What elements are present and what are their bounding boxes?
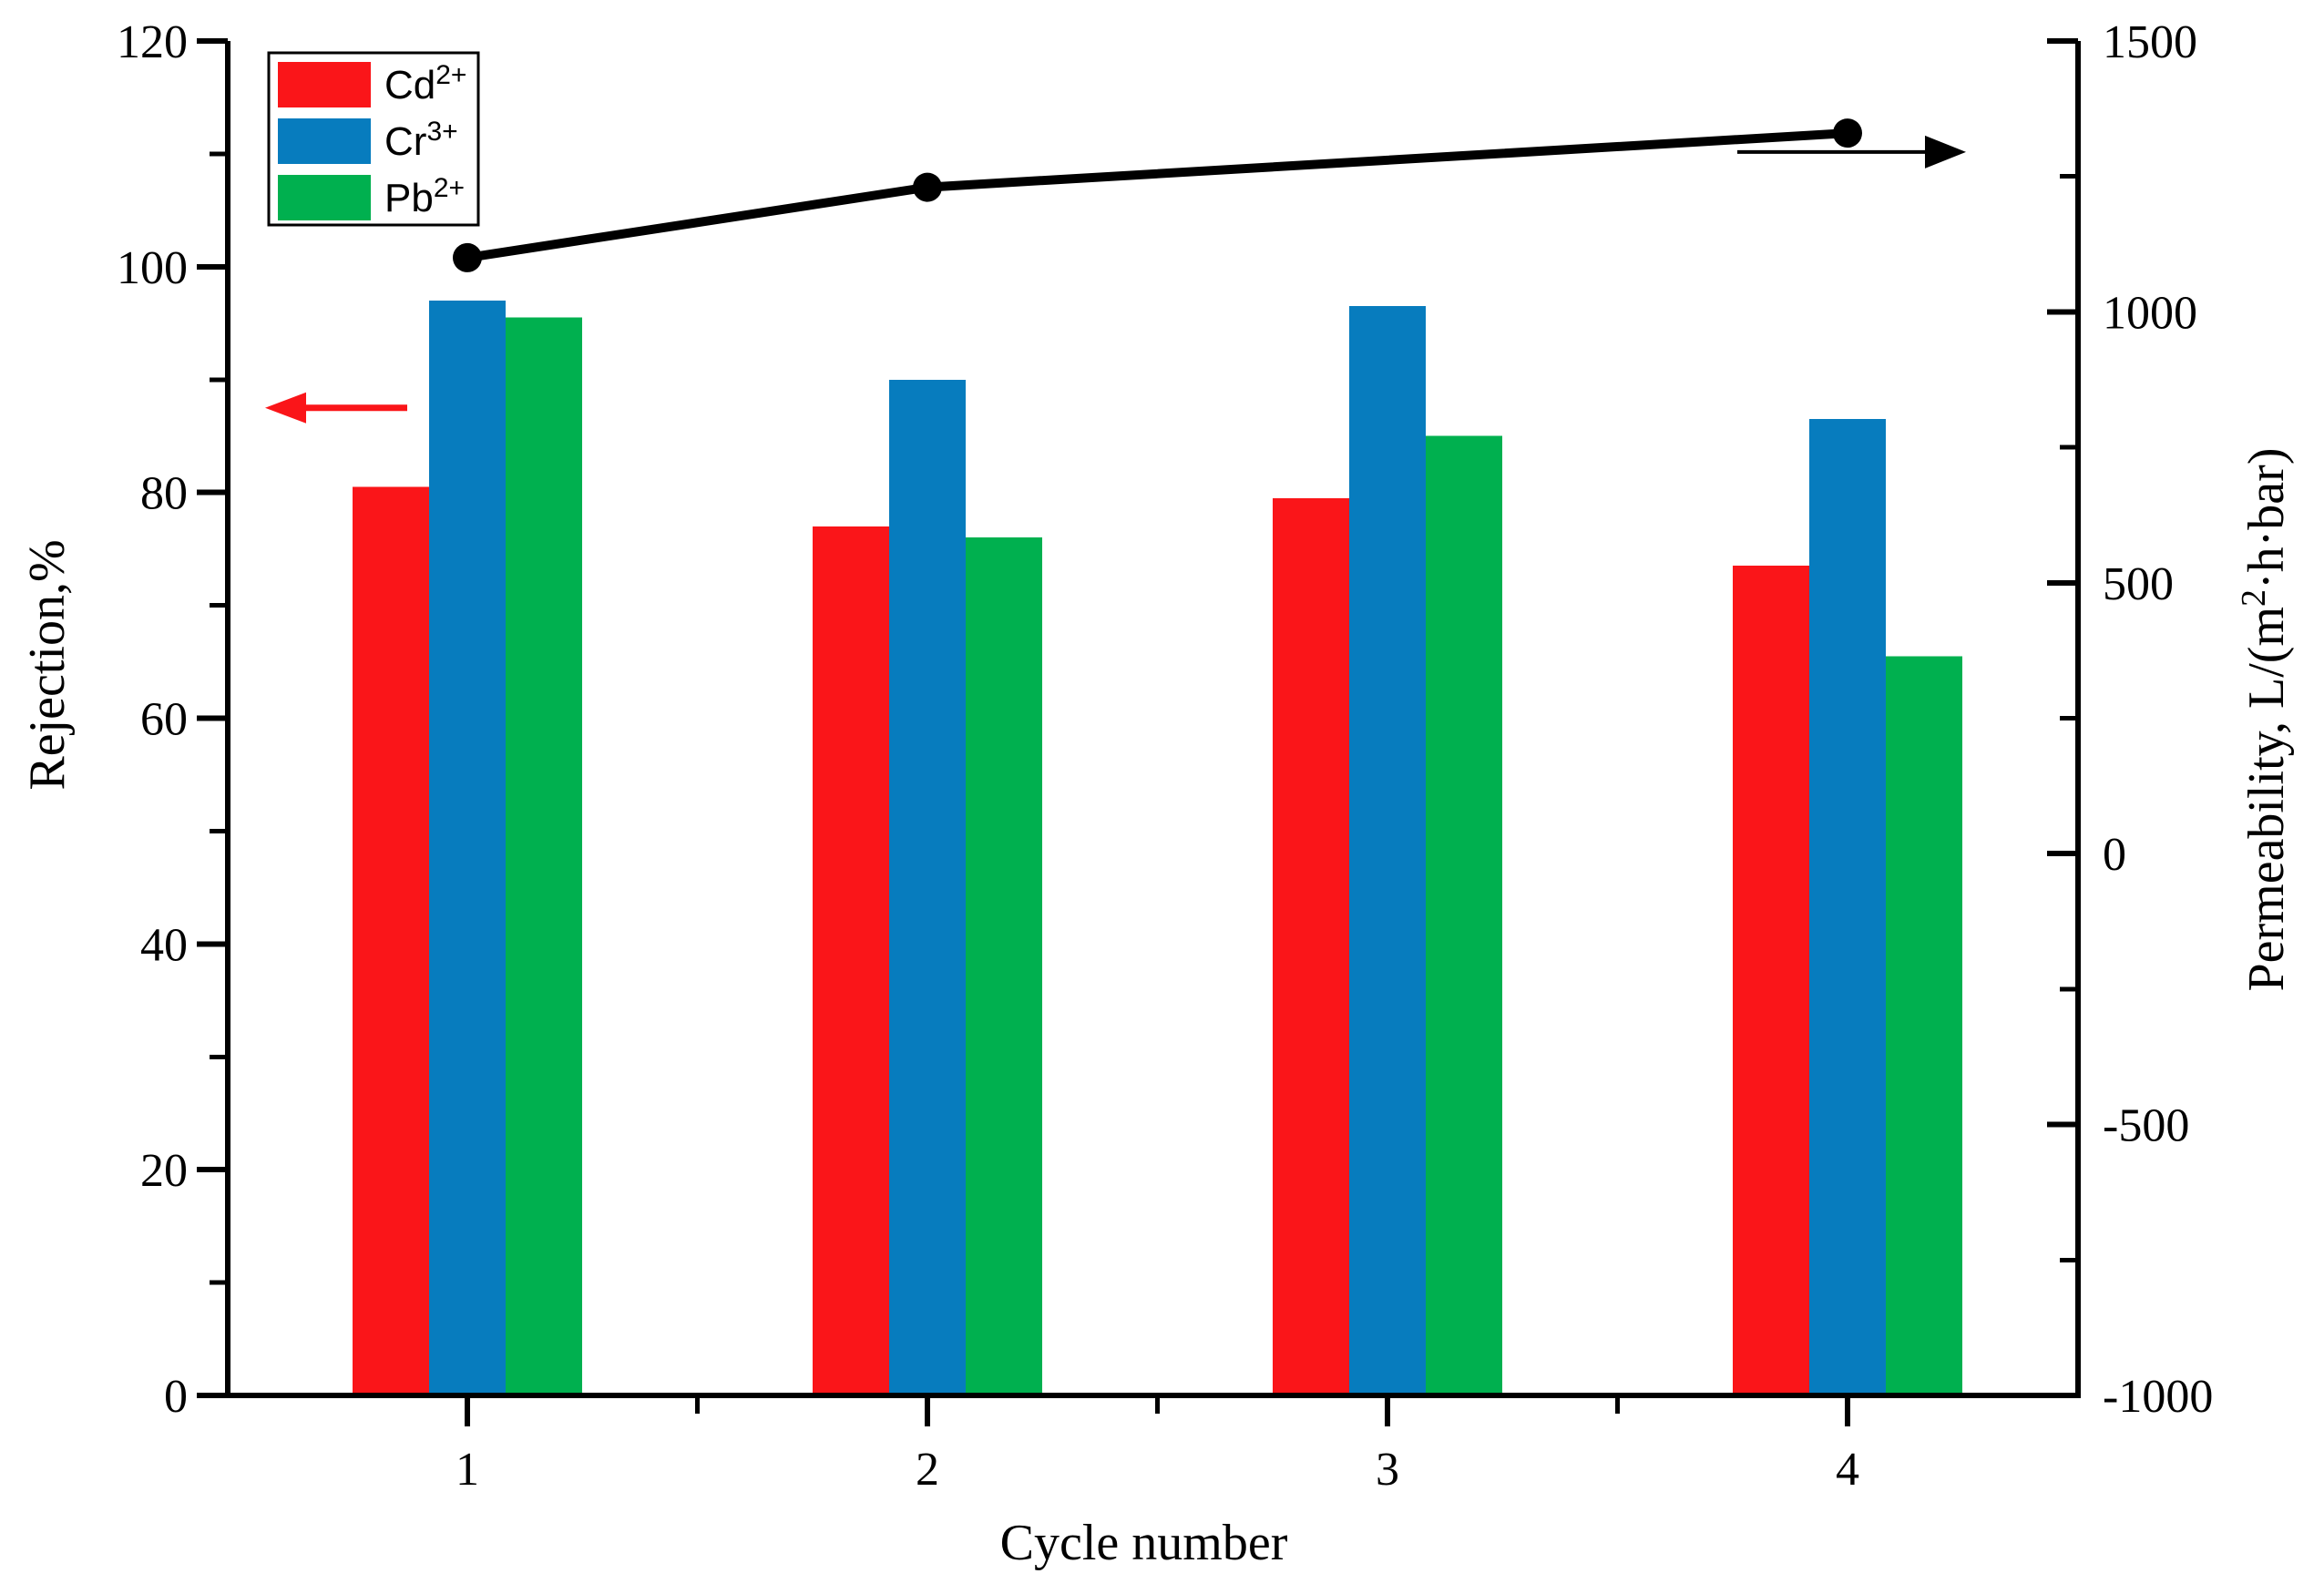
red-arrow-head — [265, 392, 306, 424]
x-tick-label-4: 4 — [1836, 1444, 1859, 1496]
right-axis-title: Permeability, L/(m2·h·bar) — [2235, 448, 2295, 992]
bars-group — [353, 301, 1962, 1396]
permeability-marker-3 — [1833, 118, 1862, 148]
bar-Cr3+-cycle1 — [429, 301, 506, 1396]
bar-Cd2+-cycle3 — [1273, 497, 1349, 1395]
left-tick-label-120: 120 — [117, 16, 188, 68]
bar-Cd2+-cycle2 — [813, 526, 889, 1395]
left-tick-label-40: 40 — [140, 919, 188, 971]
left-tick-label-80: 80 — [140, 468, 188, 520]
right-tick-label-500: 500 — [2103, 558, 2174, 610]
left-tick-label-60: 60 — [140, 694, 188, 746]
bar-Pb2+-cycle1 — [506, 317, 582, 1395]
legend: Cd2+ Cr3+ Pb2+ — [267, 51, 480, 227]
tick-labels-group: 0 20 40 60 80 100 120 -1000 -500 0 500 1000 1500 1 2 3 4 — [117, 16, 2213, 1496]
legend-swatch-Pb2+ — [278, 175, 371, 220]
bar-Pb2+-cycle2 — [966, 537, 1042, 1395]
left-axis-title: Rejection,% — [19, 539, 76, 790]
x-tick-label-2: 2 — [916, 1444, 939, 1496]
left-axis-indicator-arrow — [265, 392, 407, 424]
legend-label-Cd2+: Cd2+ — [384, 60, 466, 107]
left-tick-label-20: 20 — [140, 1145, 188, 1197]
legend-label-Cr3+: Cr3+ — [384, 117, 458, 164]
right-tick-label-1500: 1500 — [2103, 16, 2197, 68]
bar-Cd2+-cycle1 — [353, 486, 429, 1395]
bar-Cr3+-cycle2 — [889, 379, 966, 1395]
permeability-marker-2 — [913, 172, 942, 202]
left-tick-label-100: 100 — [117, 242, 188, 294]
x-tick-label-3: 3 — [1376, 1444, 1399, 1496]
permeability-line-group — [453, 118, 1862, 272]
bar-Pb2+-cycle4 — [1886, 656, 1962, 1395]
right-axis-indicator-arrow — [1737, 135, 1966, 169]
bar-Cd2+-cycle4 — [1733, 566, 1809, 1395]
right-tick-label-1000: 1000 — [2103, 287, 2197, 339]
bar-Cr3+-cycle4 — [1809, 419, 1886, 1395]
permeability-line — [466, 128, 1848, 262]
legend-swatch-Cr3+ — [278, 118, 371, 164]
left-tick-label-0: 0 — [164, 1371, 188, 1423]
black-arrow-head — [1925, 135, 1966, 169]
legend-swatch-Cd2+ — [278, 62, 371, 107]
permeability-marker-1 — [453, 242, 482, 272]
right-tick-label--500: -500 — [2103, 1100, 2189, 1152]
right-tick-label--1000: -1000 — [2103, 1371, 2213, 1423]
ticks-group — [197, 38, 2078, 1426]
x-axis-title: Cycle number — [1000, 1515, 1288, 1571]
right-tick-label-0: 0 — [2103, 829, 2126, 881]
bar-Cr3+-cycle3 — [1349, 306, 1426, 1396]
bar-Pb2+-cycle3 — [1426, 435, 1502, 1395]
x-tick-label-1: 1 — [456, 1444, 479, 1496]
legend-label-Pb2+: Pb2+ — [384, 173, 465, 220]
